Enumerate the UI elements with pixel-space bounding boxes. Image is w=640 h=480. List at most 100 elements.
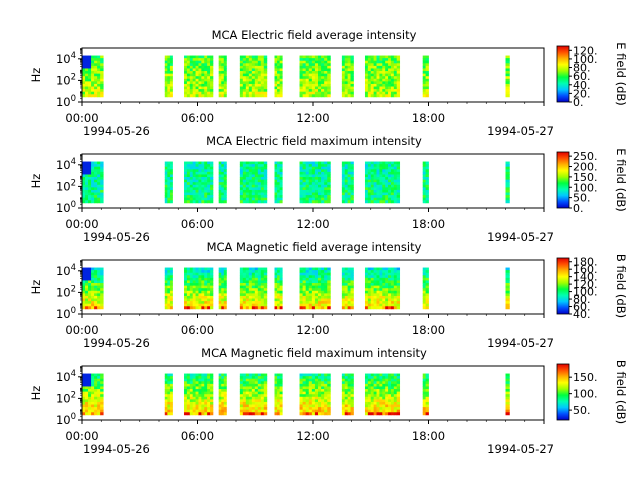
spectrogram-cell [350,293,354,297]
spectrogram-cell [223,71,227,75]
spectrogram-cell [321,83,325,87]
spectrogram-cell [302,270,307,274]
spectrogram-cell [91,71,95,75]
spectrogram-cell [277,187,281,191]
spectrogram-cell [341,396,346,400]
spectrogram-cell [204,192,208,196]
spectrogram-cell [318,298,322,302]
spectrogram-cell [254,86,259,90]
spectrogram-cell [189,174,194,178]
spectrogram-cell [192,71,196,75]
spectrogram-cell [505,78,510,82]
spectrogram-cell [97,86,101,90]
spectrogram-cell [85,283,89,287]
spectrogram-cell [189,409,194,413]
spectrogram-cell [210,280,214,284]
spectrogram-cell [396,285,401,289]
spectrogram-cell [207,164,211,168]
spectrogram-cell [223,91,227,95]
spectrogram-cell [314,60,319,64]
spectrogram-cell [321,169,325,173]
spectrogram-cell [254,301,259,305]
spectrogram-cell [221,174,225,178]
spectrogram-cell [341,303,346,307]
spectrogram-cell [314,73,319,77]
spectrogram-cell [274,71,278,75]
spectrogram-cell [239,58,244,62]
spectrogram-cell [94,378,98,382]
spectrogram-cells [82,55,510,98]
spectrogram-cell [277,412,281,416]
spectrogram-cell [189,83,194,87]
spectrogram-cell [305,187,310,191]
spectrogram-cell [169,94,173,98]
spectrogram-cell [100,182,104,186]
spectrogram-cell [396,399,401,403]
spectrogram-cell [350,195,354,199]
spectrogram-cell [239,195,244,199]
spectrogram-cell [347,409,351,413]
spectrogram-cell [204,200,208,204]
spectrogram-cell [311,195,316,199]
spectrogram-cell [91,270,95,274]
spectrogram-cell [425,179,429,183]
spectrogram-cell [318,412,322,416]
spectrogram-cell [248,409,253,413]
spectrogram-cell [85,182,89,186]
spectrogram-cell [396,71,401,75]
spectrogram-cell [393,301,398,305]
spectrogram-cell [242,280,247,284]
spectrogram-cell [299,306,304,310]
spectrogram-cell [198,270,202,274]
spectrogram-cell [341,195,346,199]
spectrogram-cell [167,164,171,168]
spectrogram-cell [192,412,196,416]
spectrogram-cell [305,389,310,393]
spectrogram-cell [308,386,313,390]
spectrogram-cell [314,58,319,62]
spectrogram-cell [350,177,354,181]
spectrogram-cell [251,396,256,400]
spectrogram-cell [396,197,401,201]
spectrogram-cell [210,290,214,294]
spectrogram-cell [367,195,372,199]
spectrogram-cell [82,303,86,307]
spectrogram-cell [350,277,354,281]
spectrogram-cell [376,306,380,310]
spectrogram-cell [311,272,316,276]
spectrogram-cell [341,68,346,72]
spectrogram-cell [321,280,325,284]
spectrogram-cell [274,280,278,284]
spectrogram-cell [344,60,349,64]
spectrogram-cell [382,60,386,64]
spectrogram-cell [263,189,268,193]
spectrogram-cell [311,394,316,398]
spectrogram-cell [279,394,283,398]
spectrogram-cell [218,55,222,59]
spectrogram-cell [223,401,227,405]
spectrogram-cell [207,404,211,408]
spectrogram-cell [164,65,168,69]
spectrogram-cell [251,378,256,382]
spectrogram-cell [85,68,89,72]
spectrogram-cell [314,394,319,398]
spectrogram-cell [299,293,304,297]
spectrogram-cell [350,306,354,310]
spectrogram-cell [186,182,191,186]
spectrogram-cell [248,290,253,294]
spectrogram-cell [425,195,429,199]
spectrogram-cell [367,200,372,204]
spectrogram-cell [422,86,427,90]
spectrogram-cell [314,184,319,188]
spectrogram-cell [379,89,383,93]
spectrogram-cell [218,71,222,75]
spectrogram-cell [370,195,375,199]
spectrogram-cell [97,386,101,390]
spectrogram-cell [341,275,346,279]
spectrogram-cell [385,71,389,75]
spectrogram-cell [221,179,225,183]
spectrogram-cell [94,81,98,85]
spectrogram-cell [370,169,375,173]
spectrogram-cell [198,55,202,59]
